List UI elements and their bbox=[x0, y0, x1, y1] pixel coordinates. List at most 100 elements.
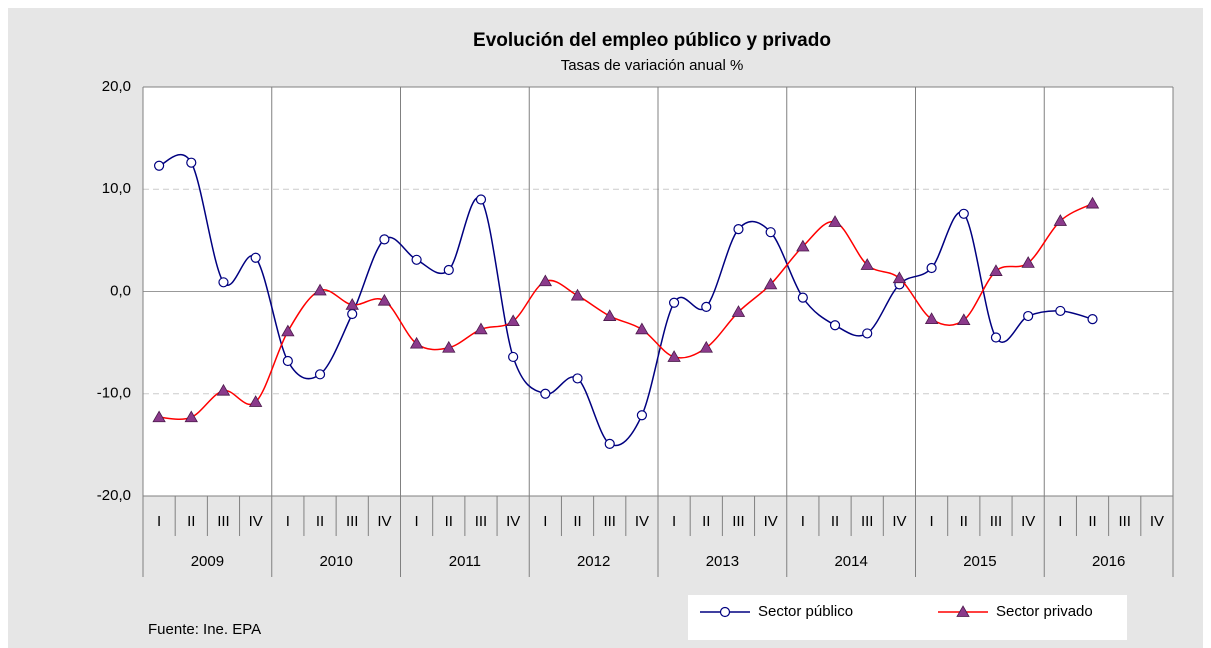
year-label: 2011 bbox=[449, 553, 481, 570]
data-point bbox=[829, 320, 841, 331]
data-point bbox=[313, 283, 327, 296]
x-tick-label: IV bbox=[764, 513, 778, 530]
year-label: 2013 bbox=[706, 553, 739, 570]
y-tick-label: 10,0 bbox=[102, 180, 131, 197]
data-point bbox=[442, 340, 456, 353]
x-tick-label: III bbox=[217, 513, 230, 530]
x-tick-label: IV bbox=[1021, 513, 1035, 530]
data-point bbox=[797, 292, 808, 303]
legend-marker bbox=[719, 606, 731, 618]
data-point bbox=[699, 340, 713, 353]
data-point bbox=[862, 328, 873, 339]
data-point bbox=[636, 410, 648, 421]
x-tick-label: III bbox=[603, 513, 616, 530]
data-point bbox=[1055, 305, 1066, 317]
x-tick-label: IV bbox=[506, 513, 520, 530]
data-point bbox=[314, 369, 326, 380]
x-tick-label: II bbox=[831, 513, 839, 530]
x-tick-label: I bbox=[157, 513, 161, 530]
year-label: 2016 bbox=[1092, 553, 1125, 570]
x-tick-label: I bbox=[543, 513, 547, 530]
x-tick-label: II bbox=[316, 513, 324, 530]
data-point bbox=[763, 277, 778, 290]
data-point bbox=[411, 254, 422, 265]
x-tick-label: III bbox=[990, 513, 1003, 530]
data-point bbox=[409, 336, 424, 349]
legend-label: Sector privado bbox=[996, 603, 1093, 620]
data-point bbox=[668, 297, 680, 308]
data-point bbox=[508, 351, 519, 363]
x-tick-label: IV bbox=[635, 513, 649, 530]
x-tick-label: III bbox=[346, 513, 359, 530]
chart-subtitle: Tasas de variación anual % bbox=[561, 57, 744, 74]
x-tick-label: I bbox=[286, 513, 290, 530]
legend-box bbox=[688, 595, 1127, 640]
data-point bbox=[152, 410, 166, 423]
data-point bbox=[475, 194, 487, 205]
year-label: 2009 bbox=[191, 553, 224, 570]
data-point bbox=[186, 157, 197, 168]
x-tick-label: II bbox=[573, 513, 581, 530]
chart-title: Evolución del empleo público y privado bbox=[473, 30, 831, 51]
x-tick-label: III bbox=[1118, 513, 1131, 530]
data-point bbox=[828, 215, 842, 227]
data-point bbox=[345, 297, 359, 310]
data-point bbox=[731, 305, 746, 317]
x-tick-label: IV bbox=[377, 513, 391, 530]
data-point bbox=[282, 355, 293, 367]
x-tick-label: II bbox=[187, 513, 195, 530]
data-point bbox=[538, 274, 553, 287]
x-tick-label: III bbox=[732, 513, 745, 530]
y-tick-label: 20,0 bbox=[102, 78, 131, 95]
data-point bbox=[443, 264, 454, 276]
data-point bbox=[281, 324, 295, 337]
x-tick-label: II bbox=[960, 513, 968, 530]
y-tick-label: 0,0 bbox=[110, 282, 131, 299]
data-point bbox=[635, 322, 649, 335]
x-tick-label: I bbox=[415, 513, 419, 530]
data-point bbox=[474, 322, 488, 335]
data-point bbox=[604, 438, 615, 449]
legend-label: Sector público bbox=[758, 603, 853, 620]
x-tick-label: I bbox=[801, 513, 805, 530]
x-tick-label: III bbox=[475, 513, 488, 530]
data-point bbox=[892, 271, 907, 284]
x-tick-label: I bbox=[930, 513, 934, 530]
data-point bbox=[379, 234, 390, 245]
data-point bbox=[347, 308, 358, 320]
data-point bbox=[860, 258, 874, 270]
data-point bbox=[1021, 256, 1035, 268]
data-point bbox=[957, 313, 971, 326]
data-point bbox=[248, 395, 263, 407]
x-tick-label: IV bbox=[892, 513, 906, 530]
x-tick-label: IV bbox=[1150, 513, 1164, 530]
x-tick-label: II bbox=[702, 513, 710, 530]
year-label: 2010 bbox=[319, 553, 352, 570]
source-note: Fuente: Ine. EPA bbox=[148, 621, 261, 638]
data-point bbox=[701, 301, 712, 312]
data-point bbox=[1085, 196, 1100, 209]
data-point bbox=[989, 264, 1003, 276]
year-label: 2015 bbox=[963, 553, 996, 570]
data-point bbox=[572, 373, 583, 384]
data-point bbox=[765, 227, 776, 238]
data-point bbox=[924, 312, 939, 325]
data-point bbox=[1053, 214, 1068, 226]
data-point bbox=[570, 288, 585, 301]
x-tick-label: III bbox=[861, 513, 874, 530]
data-point bbox=[958, 208, 969, 219]
x-tick-label: I bbox=[1058, 513, 1062, 530]
x-tick-label: I bbox=[672, 513, 676, 530]
data-point bbox=[926, 262, 937, 274]
year-label: 2012 bbox=[577, 553, 610, 570]
x-tick-label: II bbox=[1088, 513, 1096, 530]
legend-marker bbox=[956, 605, 970, 617]
data-point bbox=[733, 224, 744, 235]
y-tick-label: -20,0 bbox=[97, 487, 131, 504]
data-point bbox=[377, 293, 392, 306]
data-point bbox=[184, 410, 198, 423]
y-tick-label: -10,0 bbox=[97, 385, 131, 402]
data-point bbox=[250, 252, 261, 263]
